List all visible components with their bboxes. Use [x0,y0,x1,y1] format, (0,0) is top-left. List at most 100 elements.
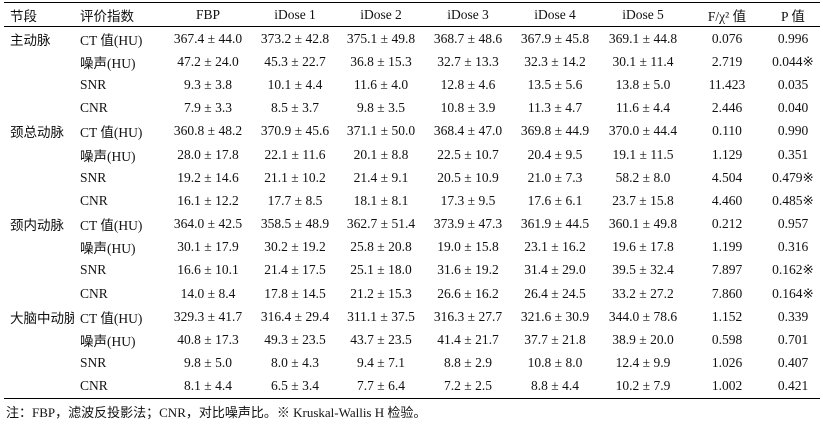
value-cell: 17.8 ± 14.5 [264,285,326,301]
segment-cell [4,50,74,73]
value-cell: 375.1 ± 49.8 [346,30,416,46]
value-cell: 321.6 ± 30.9 [520,308,590,324]
header-cell: iDose 1 [252,2,338,27]
value-cell: 17.7 ± 8.5 [267,192,323,208]
header-cell: iDose 2 [338,2,424,27]
index-cell: CNR [80,285,108,301]
value-cell: 19.2 ± 14.6 [177,169,239,185]
value-cell: 7.9 ± 3.3 [184,100,232,116]
value-cell: 373.9 ± 47.3 [433,216,503,232]
value-cell: 8.8 ± 2.9 [444,355,492,371]
table-row: SNR 9.3 ± 3.8 10.1 ± 4.4 11.6 ± 4.0 12.8 ± 4… [4,73,820,96]
value-cell: 36.8 ± 15.3 [350,53,412,69]
value-cell: 12.8 ± 4.6 [440,76,496,92]
value-cell: 1.129 [711,146,743,162]
table-row: 噪声(HU) 40.8 ± 17.3 49.3 ± 23.5 43.7 ± 23.5 4… [4,328,820,351]
value-cell: 25.8 ± 20.8 [350,239,412,255]
segment-cell [4,97,74,120]
segment-cell: 主动脉 [10,32,51,48]
header-cell: F/χ² 值 [688,2,766,27]
value-cell: 23.7 ± 15.8 [612,192,674,208]
value-cell: 370.0 ± 44.4 [608,123,678,139]
value-cell: 1.199 [711,239,743,255]
value-cell: 19.0 ± 15.8 [437,239,499,255]
value-cell: 11.6 ± 4.0 [353,76,409,92]
value-cell: 0.110 [712,123,742,139]
value-cell: 0.076 [711,30,743,46]
value-cell: 0.421 [766,374,820,399]
value-cell: 1.002 [688,374,766,399]
value-cell: 20.4 ± 9.5 [527,146,583,162]
value-cell: 364.0 ± 42.5 [173,216,243,232]
value-cell: 58.2 ± 8.0 [615,169,671,185]
value-cell: 28.0 ± 17.8 [177,146,239,162]
index-cell: CT 值(HU) [80,125,143,141]
segment-cell [4,166,74,189]
table-row: 主动脉 CT 值(HU) 367.4 ± 44.0 373.2 ± 42.8 375.1… [4,27,820,51]
value-cell: 371.1 ± 50.0 [346,123,416,139]
value-cell: 7.897 [711,262,743,278]
segment-cell [4,282,74,305]
value-cell: 0.996 [777,30,809,46]
value-cell: 0.351 [777,146,809,162]
table-row: SNR 16.6 ± 10.1 21.4 ± 17.5 25.1 ± 18.0 31.6… [4,259,820,282]
value-cell: 9.3 ± 3.8 [184,76,232,92]
value-cell: 16.1 ± 12.2 [177,192,239,208]
value-cell: 16.6 ± 10.1 [177,262,239,278]
index-cell: CT 值(HU) [80,32,143,48]
index-cell: CNR [80,192,108,208]
segment-cell [4,73,74,96]
value-cell: 358.5 ± 48.9 [260,216,330,232]
value-cell: 22.1 ± 11.6 [264,146,326,162]
value-cell: 1.152 [711,308,743,324]
value-cell: 316.3 ± 27.7 [433,308,503,324]
value-cell: 33.2 ± 27.2 [612,285,674,301]
index-cell: SNR [80,76,107,92]
value-cell: 369.8 ± 44.9 [520,123,590,139]
segment-cell [4,189,74,212]
value-cell: 329.3 ± 41.7 [173,308,243,324]
index-cell: 噪声(HU) [80,55,136,71]
value-cell: 8.5 ± 3.7 [271,100,319,116]
table-row: SNR 9.8 ± 5.0 8.0 ± 4.3 9.4 ± 7.1 8.8 ± 2.9 1… [4,352,820,375]
value-cell: 8.8 ± 4.4 [512,374,598,399]
value-cell: 37.7 ± 21.8 [524,332,586,348]
index-cell: SNR [80,262,107,278]
value-cell: 40.8 ± 17.3 [177,332,239,348]
value-cell: 316.4 ± 29.4 [260,308,330,324]
segment-cell [4,259,74,282]
table-row: CNR 7.9 ± 3.3 8.5 ± 3.7 9.8 ± 3.5 10.8 ± 3.9… [4,97,820,120]
value-cell: 30.1 ± 17.9 [177,239,239,255]
segment-cell: 颈总动脉 [10,125,64,141]
table-row: SNR 19.2 ± 14.6 21.1 ± 10.2 21.4 ± 9.1 20.5 … [4,166,820,189]
value-cell: 25.1 ± 18.0 [350,262,412,278]
table-row: CNR 16.1 ± 12.2 17.7 ± 8.5 18.1 ± 8.1 17.3 ±… [4,189,820,212]
index-cell: 噪声(HU) [80,148,136,164]
value-cell: 39.5 ± 32.4 [612,262,674,278]
value-cell: 13.5 ± 5.6 [527,76,583,92]
value-cell: 20.5 ± 10.9 [437,169,499,185]
value-cell: 32.3 ± 14.2 [524,53,586,69]
value-cell: 370.9 ± 45.6 [260,123,330,139]
value-cell: 30.1 ± 11.4 [612,53,674,69]
value-cell: 31.6 ± 19.2 [437,262,499,278]
value-cell: 311.1 ± 37.5 [347,308,415,324]
value-cell: 8.0 ± 4.3 [271,355,319,371]
value-cell: 373.2 ± 42.8 [260,30,330,46]
value-cell: 11.6 ± 4.4 [615,100,671,116]
value-cell: 1.026 [711,355,743,371]
header-cell: 评价指数 [74,2,164,27]
header-cell: iDose 5 [598,2,688,27]
value-cell: 19.1 ± 11.5 [612,146,674,162]
value-cell: 21.4 ± 17.5 [264,262,326,278]
segment-cell [4,374,74,399]
value-cell: 21.1 ± 10.2 [264,169,326,185]
value-cell: 41.4 ± 21.7 [437,332,499,348]
value-cell: 4.460 [711,192,743,208]
value-cell: 6.5 ± 3.4 [252,374,338,399]
index-cell: CT 值(HU) [80,310,143,326]
value-cell: 19.6 ± 17.8 [612,239,674,255]
header-cell: P 值 [766,2,820,27]
table-row: 颈总动脉 CT 值(HU) 360.8 ± 48.2 370.9 ± 45.6 371.… [4,120,820,143]
